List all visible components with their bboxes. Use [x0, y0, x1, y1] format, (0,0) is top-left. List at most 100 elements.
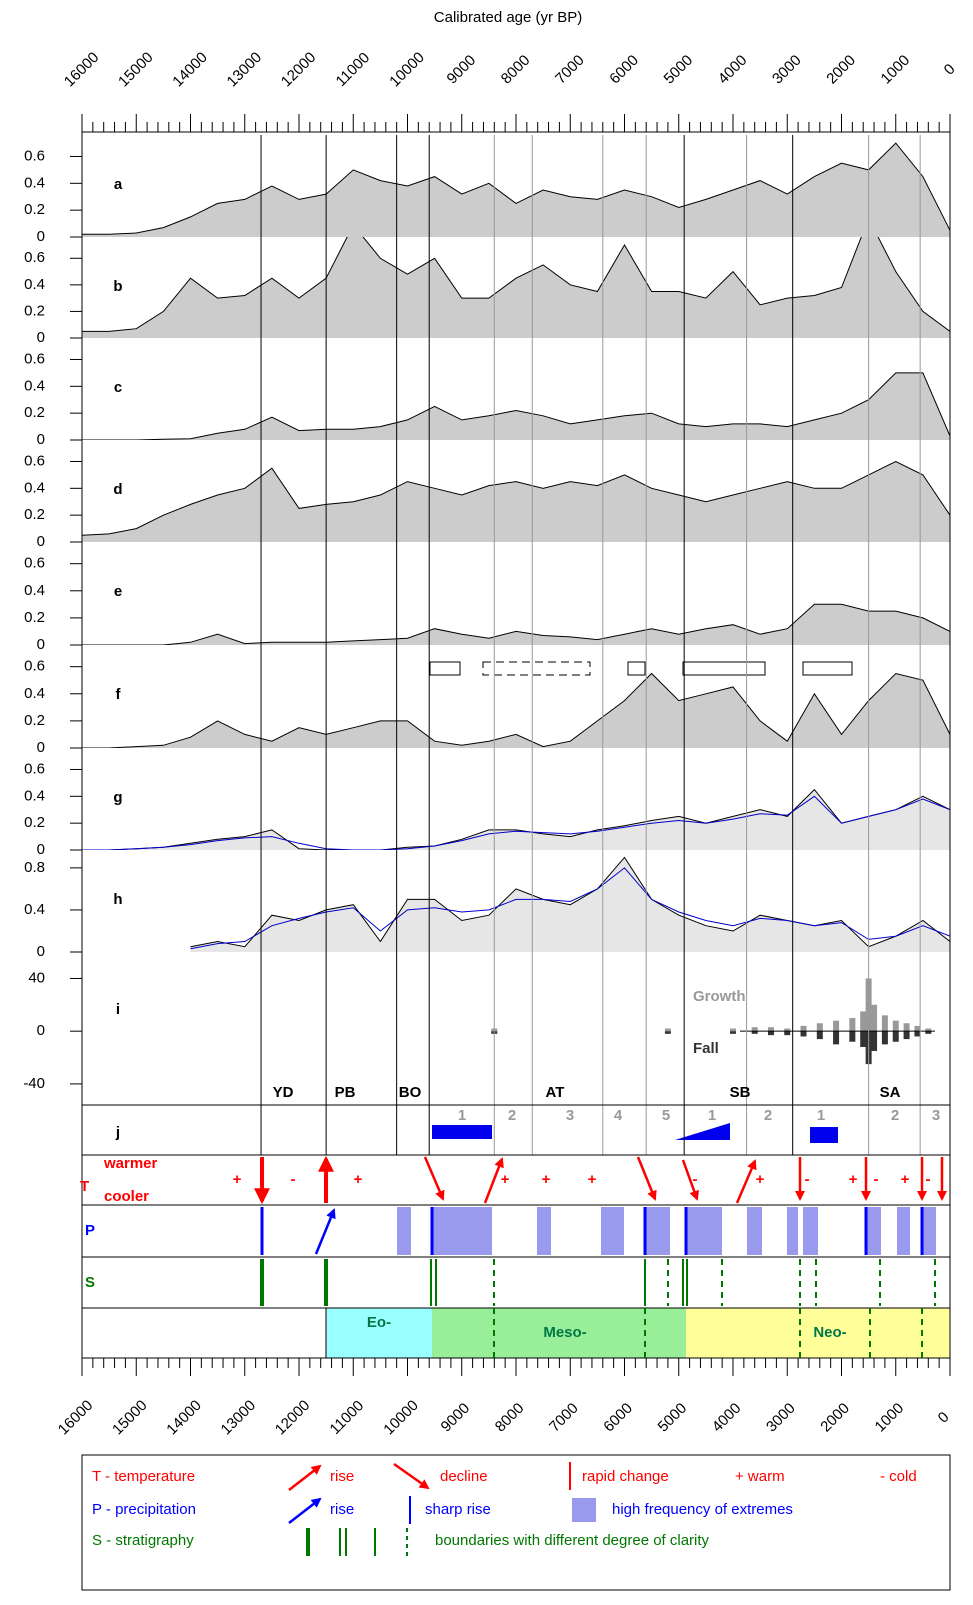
- x-tick-label: 6000: [606, 52, 642, 88]
- panel: [82, 372, 950, 440]
- y-tick-label: 40: [28, 969, 45, 986]
- area-fill: [82, 673, 950, 748]
- p-extremes: [397, 1207, 411, 1255]
- y-tick-label: 0.4: [24, 276, 45, 293]
- y-tick-label: 0: [37, 739, 45, 756]
- p-extremes: [922, 1207, 936, 1255]
- x-tick-label: 8000: [492, 1400, 528, 1436]
- area-fill: [82, 143, 950, 237]
- t-sign: +: [542, 1171, 551, 1188]
- subperiod-label: 5: [662, 1107, 670, 1124]
- x-tick-label: 16000: [55, 1397, 97, 1439]
- panel-label: g: [113, 789, 122, 806]
- p-extremes: [787, 1207, 798, 1255]
- row-label: j: [115, 1124, 120, 1141]
- x-tick-label: 13000: [224, 49, 266, 91]
- y-tick-label: 0.2: [24, 302, 45, 319]
- y-tick-label: 0.6: [24, 760, 45, 777]
- subperiod-label: 2: [508, 1107, 516, 1124]
- x-tick-label: 1000: [872, 1400, 908, 1436]
- p-extremes: [803, 1207, 818, 1255]
- x-axis-title: Calibrated age (yr BP): [434, 9, 582, 26]
- smooth-line: [82, 795, 950, 850]
- panel-label: f: [116, 686, 122, 703]
- f-box: [482, 661, 591, 676]
- legend-text: + warm: [735, 1468, 785, 1485]
- p-extremes: [432, 1207, 492, 1255]
- legend-text: sharp rise: [425, 1501, 491, 1518]
- panel-label: a: [114, 176, 123, 193]
- x-tick-label: 2000: [823, 52, 859, 88]
- epoch-band: [432, 1308, 686, 1358]
- x-tick-label: 3000: [769, 52, 805, 88]
- y-tick-label: 0.2: [24, 609, 45, 626]
- p-extremes: [601, 1207, 624, 1255]
- bar: [860, 1011, 867, 1032]
- bar: [849, 1018, 856, 1032]
- panel: [82, 460, 950, 542]
- x-tick-label: 13000: [218, 1397, 260, 1439]
- j-mark: [432, 1125, 492, 1139]
- x-tick-label: 5000: [661, 52, 697, 88]
- bar: [860, 1031, 867, 1047]
- legend-text: rapid change: [582, 1468, 669, 1485]
- x-tick-label: 6000: [600, 1400, 636, 1436]
- bar: [730, 1031, 736, 1034]
- x-tick-label: 0: [935, 1409, 953, 1427]
- y-tick-label: 0.6: [24, 350, 45, 367]
- y-tick-label: 0: [37, 943, 45, 960]
- series-label: Fall: [693, 1040, 719, 1057]
- epoch-band: [326, 1308, 432, 1358]
- t-arrow: [636, 1156, 657, 1201]
- t-sign: -: [291, 1171, 296, 1188]
- bar: [664, 1028, 671, 1032]
- panel: [82, 788, 950, 850]
- legend-text: S - stratigraphy: [92, 1532, 194, 1549]
- t-sign: +: [849, 1171, 858, 1188]
- subperiod-label: 1: [817, 1107, 825, 1124]
- area-line: [82, 372, 950, 440]
- j-mark: [810, 1127, 838, 1143]
- legend-box: [81, 1454, 951, 1591]
- t-sign: +: [901, 1171, 910, 1188]
- y-tick-label: 0: [37, 533, 45, 550]
- bar: [800, 1025, 807, 1032]
- bar: [833, 1031, 840, 1045]
- x-tick-label: 0: [941, 61, 959, 79]
- epoch-label: Meso-: [543, 1324, 586, 1341]
- bar: [925, 1028, 932, 1032]
- bar: [784, 1031, 791, 1036]
- area-fill: [82, 461, 950, 542]
- j-mark: [675, 1123, 730, 1140]
- f-box: [627, 661, 646, 676]
- bar: [751, 1027, 758, 1032]
- period-label: SA: [880, 1084, 901, 1101]
- bar: [833, 1020, 840, 1032]
- y-tick-label: 0: [37, 228, 45, 245]
- bar: [816, 1031, 823, 1040]
- y-tick-label: 0: [37, 329, 45, 346]
- x-tick-label: 8000: [498, 52, 534, 88]
- area-fill: [82, 604, 950, 645]
- x-tick-label: 1000: [878, 52, 914, 88]
- t-sign: -: [874, 1171, 879, 1188]
- area-line: [82, 672, 950, 748]
- area-line: [82, 142, 950, 235]
- panel: [82, 603, 950, 645]
- bar: [767, 1027, 774, 1032]
- row-label: T: [80, 1178, 89, 1195]
- y-tick-label: 0.2: [24, 404, 45, 421]
- bar: [903, 1031, 910, 1040]
- x-tick-label: 15000: [115, 49, 157, 91]
- t-arrow: [483, 1157, 504, 1204]
- t-sign: +: [501, 1171, 510, 1188]
- bar: [816, 1023, 823, 1032]
- y-tick-label: 0.8: [24, 859, 45, 876]
- subperiod-label: 1: [708, 1107, 716, 1124]
- y-tick-label: 0.6: [24, 147, 45, 164]
- y-tick-label: 0: [37, 431, 45, 448]
- area-line: [82, 237, 950, 332]
- t-sign: +: [233, 1171, 242, 1188]
